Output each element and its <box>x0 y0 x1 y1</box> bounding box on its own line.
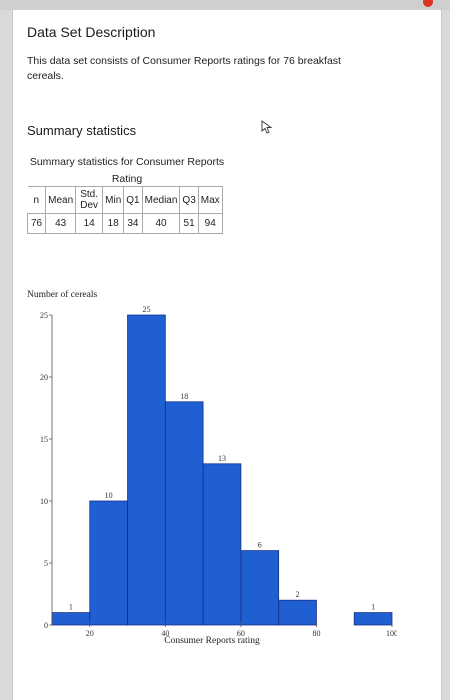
y-tick-label: 10 <box>40 497 48 506</box>
content-card: Data Set Description This data set consi… <box>12 10 442 700</box>
histogram-bar <box>51 612 91 626</box>
header-min: Min <box>102 186 124 214</box>
header-median: Median <box>141 186 180 214</box>
mouse-pointer-icon <box>261 120 273 134</box>
header-std-dev: Std. Dev <box>75 186 103 214</box>
y-tick-label: 25 <box>40 311 48 320</box>
y-tick-label: 15 <box>40 435 48 444</box>
x-tick-label: 80 <box>312 629 320 638</box>
header-q3: Q3 <box>179 186 199 214</box>
header-q1: Q1 <box>123 186 143 214</box>
histogram-chart: Number of cereals Consumer Reports ratin… <box>27 289 397 646</box>
record-icon <box>423 0 433 7</box>
cell-max: 94 <box>197 213 223 234</box>
bar-data-label: 13 <box>218 454 226 463</box>
header-n: n <box>27 186 46 214</box>
histogram-bar <box>278 599 317 626</box>
bar-data-label: 18 <box>180 392 188 401</box>
cell-std-dev: 14 <box>75 213 104 234</box>
y-tick-label: 5 <box>44 559 48 568</box>
header-mean: Mean <box>45 186 76 214</box>
cell-min: 18 <box>102 213 125 234</box>
section-title: Data Set Description <box>27 24 156 40</box>
cell-median: 40 <box>141 213 181 234</box>
dataset-description: This data set consists of Consumer Repor… <box>27 55 341 82</box>
cell-q1: 34 <box>123 213 143 234</box>
bar-data-label: 1 <box>69 603 73 612</box>
x-axis-label: Consumer Reports rating <box>164 636 260 646</box>
x-tick-label: 100 <box>386 629 397 638</box>
x-tick-label: 40 <box>161 629 169 638</box>
table-row: 76 43 14 18 34 40 51 94 <box>26 213 223 234</box>
table-header-row: n Mean Std. Dev Min Q1 Median Q3 Max <box>27 186 223 214</box>
histogram-bar <box>164 401 204 626</box>
histogram-bar <box>240 550 280 626</box>
y-tick-label: 20 <box>40 373 48 382</box>
histogram-bar <box>89 500 128 626</box>
header-max: Max <box>197 186 223 214</box>
x-tick-label: 20 <box>86 629 94 638</box>
bar-data-label: 1 <box>371 603 375 612</box>
histogram-bar <box>202 463 242 626</box>
table-caption: Summary statistics for Consumer Reports … <box>29 156 225 185</box>
bar-data-label: 25 <box>142 305 150 314</box>
histogram-bar <box>127 314 166 626</box>
browser-top-strip <box>0 0 450 10</box>
bar-data-label: 2 <box>296 590 300 599</box>
y-axis-label: Number of cereals <box>27 289 97 300</box>
bar-data-label: 10 <box>105 491 113 500</box>
x-tick-label: 60 <box>237 629 245 638</box>
cell-q3: 51 <box>179 213 199 234</box>
cell-n: 76 <box>26 213 47 234</box>
summary-heading: Summary statistics <box>27 123 137 138</box>
cell-mean: 43 <box>45 213 77 234</box>
bar-data-label: 6 <box>258 541 262 550</box>
histogram-bar <box>353 612 393 626</box>
summary-stats-table: n Mean Std. Dev Min Q1 Median Q3 Max 76 … <box>26 186 223 234</box>
y-tick-label: 0 <box>44 621 48 630</box>
